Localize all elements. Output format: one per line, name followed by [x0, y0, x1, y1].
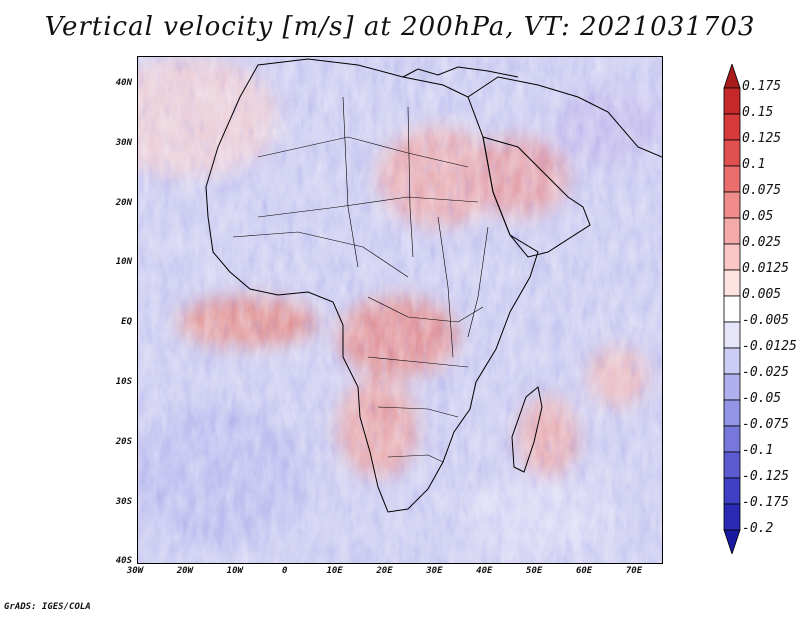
lat-tick-label: 20N: [115, 197, 132, 208]
colorbar-level-label: 0.075: [742, 183, 782, 198]
colorbar-segment: [723, 113, 741, 141]
colorbar-segment: [723, 165, 741, 193]
lon-tick-label: 20W: [176, 566, 194, 576]
colorbar-segment: [723, 191, 741, 219]
colorbar-level-label: -0.2: [742, 521, 774, 536]
lat-tick-label: EQ: [121, 317, 132, 328]
coastlines: [205, 58, 662, 513]
colorbar-segment: [723, 451, 741, 479]
colorbar-segment: [723, 399, 741, 427]
lon-tick-label: 50E: [526, 566, 543, 576]
colorbar-level-label: 0.175: [742, 79, 782, 94]
colorbar-level-label: 0.005: [742, 287, 782, 302]
lon-tick-label: 30W: [126, 566, 144, 576]
lat-tick-label: 40N: [115, 78, 132, 88]
colorbar-level-label: -0.025: [742, 365, 789, 380]
lon-tick-label: 20E: [376, 566, 393, 576]
lon-tick-label: 10W: [226, 566, 243, 576]
lon-tick-label: 10E: [326, 566, 343, 576]
colorbar-level-label: -0.05: [742, 391, 782, 406]
chart-title: Vertical velocity [m/s] at 200hPa, VT: 2…: [44, 12, 756, 42]
colorbar-segment: [723, 295, 741, 323]
colorbar: [723, 64, 741, 554]
colorbar-level-label: 0.05: [742, 209, 774, 224]
lat-tick-label: 20S: [115, 436, 132, 447]
lat-tick-label: 30N: [115, 137, 132, 148]
colorbar-segment: [723, 87, 741, 115]
colorbar-segment: [723, 243, 741, 271]
country-borders: [232, 96, 489, 463]
colorbar-level-label: 0.1: [742, 157, 766, 172]
lon-tick-label: 40E: [476, 566, 493, 576]
lat-tick-label: 40S: [115, 556, 132, 567]
lat-tick-label: 30S: [115, 496, 132, 507]
colorbar-level-label: -0.125: [742, 469, 789, 484]
colorbar-level-label: -0.175: [742, 495, 789, 510]
colorbar-level-label: -0.1: [742, 443, 774, 458]
colorbar-level-label: -0.005: [742, 313, 789, 328]
colorbar-segment: [723, 64, 741, 89]
lat-tick-label: 10N: [115, 257, 132, 268]
colorbar-level-label: 0.15: [742, 105, 774, 120]
grads-credit: GrADS: IGES/COLA: [4, 602, 91, 612]
colorbar-segment: [723, 529, 741, 554]
velocity-field: [138, 57, 662, 563]
colorbar-segment: [723, 217, 741, 245]
colorbar-segment: [723, 269, 741, 297]
lon-tick-label: 30E: [426, 566, 443, 576]
lon-tick-label: 70E: [625, 566, 643, 576]
colorbar-segment: [723, 503, 741, 531]
colorbar-segment: [723, 425, 741, 453]
velocity-map: [137, 56, 663, 564]
colorbar-level-label: -0.0125: [742, 339, 797, 354]
colorbar-segment: [723, 347, 741, 375]
colorbar-segment: [723, 139, 741, 167]
colorbar-level-label: -0.075: [742, 417, 789, 432]
colorbar-level-label: 0.0125: [742, 261, 789, 276]
lon-tick-label: 60E: [575, 566, 593, 576]
colorbar-segment: [723, 373, 741, 401]
colorbar-level-label: 0.025: [742, 235, 782, 250]
colorbar-segment: [723, 477, 741, 505]
lat-tick-label: 10S: [115, 377, 132, 387]
colorbar-segment: [723, 321, 741, 349]
lon-tick-label: 0: [281, 566, 288, 576]
colorbar-level-label: 0.125: [742, 131, 782, 146]
